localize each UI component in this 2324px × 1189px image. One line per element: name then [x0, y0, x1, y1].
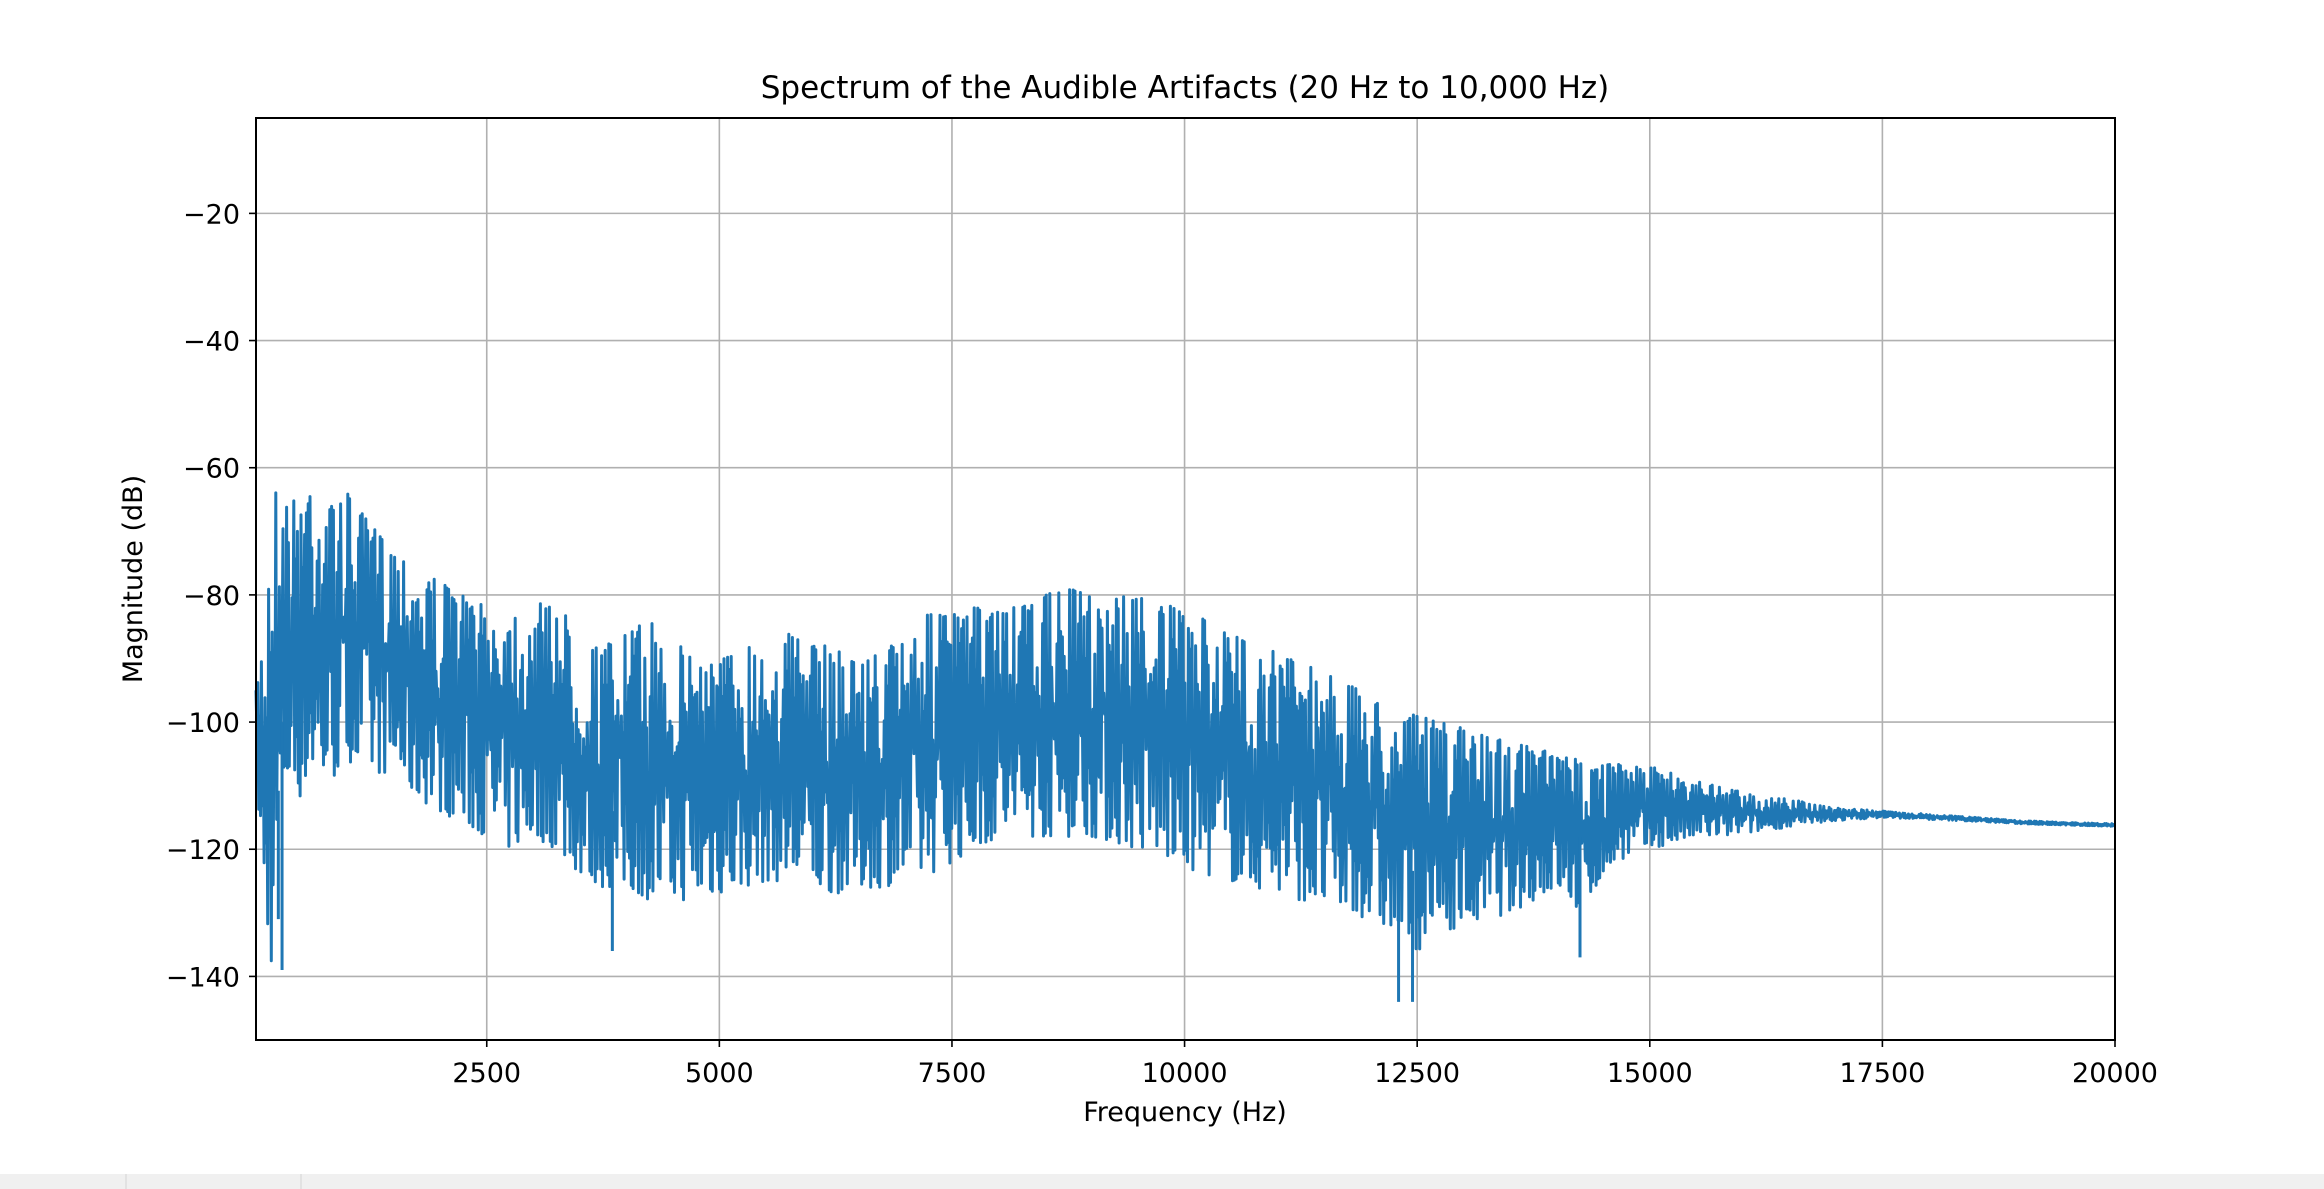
toolbar-divider	[300, 1174, 302, 1189]
plot-area	[254, 491, 2116, 1002]
y-tick-label: −20	[183, 199, 240, 230]
y-axis-ticks: −20 −40 −60 −80 −100 −120 −140	[166, 199, 256, 993]
x-tick-label: 10000	[1142, 1058, 1228, 1089]
y-tick-label: −80	[183, 581, 240, 612]
x-tick-label: 2500	[452, 1058, 521, 1089]
axes-frame	[255, 117, 2116, 1041]
x-tick-label: 5000	[685, 1058, 754, 1089]
y-tick-label: −60	[183, 454, 240, 485]
chart-title: Spectrum of the Audible Artifacts (20 Hz…	[761, 70, 1610, 106]
x-axis-ticks: 2500 5000 7500 10000 12500 15000 17500 20000	[452, 1040, 2158, 1089]
x-tick-label: 20000	[2072, 1058, 2158, 1089]
y-tick-label: −100	[166, 708, 240, 739]
x-axis-label: Frequency (Hz)	[1083, 1097, 1287, 1128]
x-tick-label: 17500	[1839, 1058, 1925, 1089]
bottom-toolbar	[0, 1174, 2324, 1189]
y-tick-label: −40	[183, 327, 240, 358]
x-tick-label: 7500	[918, 1058, 987, 1089]
spectrum-line	[254, 491, 2116, 963]
y-axis-label: Magnitude (dB)	[118, 475, 149, 683]
y-tick-label: −120	[166, 835, 240, 866]
x-tick-label: 15000	[1607, 1058, 1693, 1089]
y-tick-label: −140	[166, 962, 240, 993]
x-tick-label: 12500	[1374, 1058, 1460, 1089]
toolbar-divider	[125, 1174, 127, 1189]
